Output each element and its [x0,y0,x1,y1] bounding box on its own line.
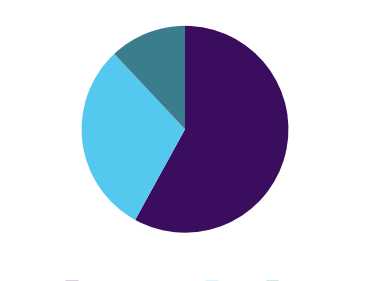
Wedge shape [82,54,185,220]
Wedge shape [114,26,185,129]
Legend: Echocardiogram, MRI, CT: Echocardiogram, MRI, CT [60,276,310,281]
Wedge shape [135,26,288,233]
